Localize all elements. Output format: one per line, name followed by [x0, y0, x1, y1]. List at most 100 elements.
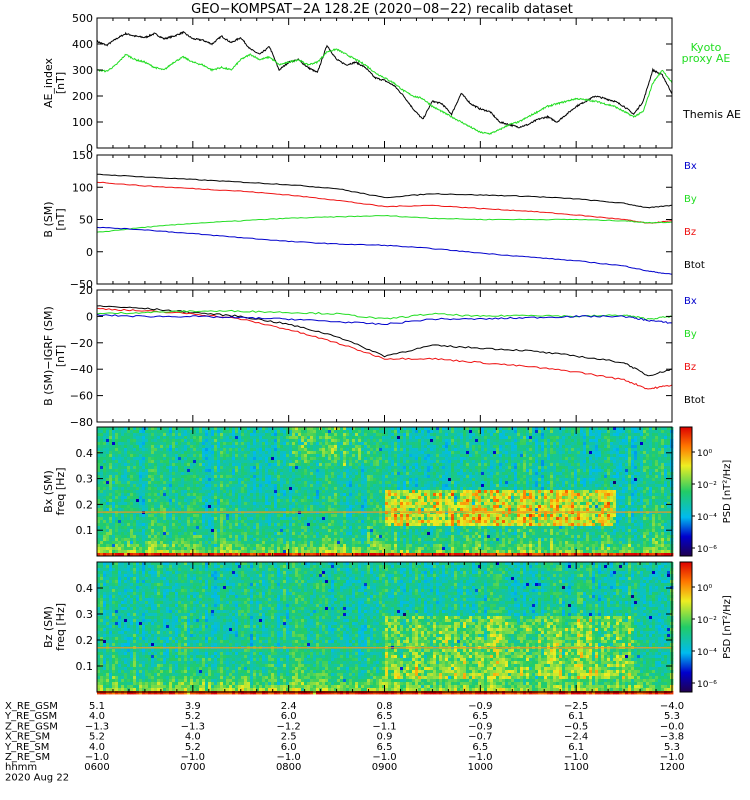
spectrogram-cell: [397, 490, 401, 494]
spectrogram-cell: [157, 505, 161, 509]
spectrogram-cell: [187, 463, 191, 467]
spectrogram-cell: [133, 550, 137, 554]
spectrogram-cell: [280, 484, 284, 488]
spectrogram-cell: [151, 529, 155, 533]
spectrogram-cell: [274, 496, 278, 500]
spectrogram-cell: [142, 496, 146, 500]
spectrogram-cell: [382, 472, 386, 476]
spectrogram-cell: [190, 496, 194, 500]
spectrogram-cell: [160, 484, 164, 488]
spectrogram-cell: [220, 472, 224, 476]
spectrogram-cell: [250, 499, 254, 503]
spectrogram-cell: [316, 484, 320, 488]
spectrogram-cell: [259, 454, 263, 458]
spectrogram-cell: [388, 469, 392, 473]
spectrogram-cell: [289, 451, 293, 455]
spectrogram-cell: [106, 493, 110, 497]
spectrogram-cell: [232, 490, 236, 494]
spectrogram-cell: [274, 457, 278, 461]
spectrogram-cell: [121, 529, 125, 533]
spectrogram-cell: [301, 478, 305, 482]
spectrogram-cell: [181, 526, 185, 530]
spectrogram-cell: [340, 520, 344, 524]
spectrogram-cell: [277, 529, 281, 533]
spectrogram-cell: [334, 520, 338, 524]
spectrogram-cell: [409, 460, 413, 464]
spectrogram-cell: [148, 493, 152, 497]
spectrogram-cell: [238, 508, 242, 512]
spectrogram-cell: [283, 523, 287, 527]
spectrogram-cell: [322, 550, 326, 554]
spectrogram-cell: [169, 463, 173, 467]
spectrogram-cell: [169, 466, 173, 470]
spectrogram-cell: [241, 439, 245, 443]
spectrogram-cell: [382, 532, 386, 536]
spectrogram-cell: [109, 448, 113, 452]
spectrogram-cell: [397, 484, 401, 488]
spectrogram-cell: [265, 454, 269, 458]
spectrogram-cell: [358, 457, 362, 461]
spectrogram-cell: [394, 439, 398, 443]
spectrogram-cell: [394, 436, 398, 440]
spectrogram-cell: [379, 427, 383, 431]
spectrogram-cell: [385, 514, 389, 518]
spectrogram-cell: [205, 502, 209, 506]
spectrogram-cell: [283, 517, 287, 521]
spectrogram-cell: [256, 472, 260, 476]
spectrogram-cell: [271, 433, 275, 437]
spectrogram-cell: [331, 544, 335, 548]
spectrogram-cell: [118, 499, 122, 503]
spectrogram-cell: [142, 487, 146, 491]
spectrogram-cell: [337, 445, 341, 449]
spectrogram-cell: [415, 433, 419, 437]
spectrogram-cell: [421, 499, 425, 503]
spectrogram-cell: [385, 460, 389, 464]
spectrogram-cell: [190, 445, 194, 449]
spectrogram-cell: [127, 487, 131, 491]
spectrogram-cell: [403, 553, 407, 557]
spectrogram-cell: [151, 499, 155, 503]
spectrogram-cell: [262, 553, 266, 557]
spectrogram-cell: [265, 523, 269, 527]
spectrogram-cell: [226, 529, 230, 533]
spectrogram-cell: [175, 475, 179, 479]
spectrogram-cell: [250, 463, 254, 467]
spectrogram-cell: [250, 508, 254, 512]
spectrogram-cell: [241, 523, 245, 527]
spectrogram-cell: [316, 526, 320, 530]
spectrogram-cell: [97, 547, 101, 551]
spectrogram-cell: [352, 463, 356, 467]
spectrogram-cell: [172, 484, 176, 488]
spectrogram-cell: [415, 469, 419, 473]
spectrogram-cell: [148, 508, 152, 512]
spectrogram-cell: [289, 532, 293, 536]
spectrogram-cell: [196, 508, 200, 512]
spectrogram-cell: [172, 529, 176, 533]
spectrogram-cell: [145, 502, 149, 506]
spectrogram-cell: [193, 532, 197, 536]
spectrogram-cell: [181, 457, 185, 461]
spectrogram-cell: [241, 454, 245, 458]
spectrogram-cell: [406, 442, 410, 446]
y-tick-label: 500: [72, 12, 93, 25]
spectrogram-cell: [265, 514, 269, 518]
spectrogram-cell: [355, 514, 359, 518]
spectrogram-cell: [109, 451, 113, 455]
spectrogram-cell: [235, 484, 239, 488]
spectrogram-cell: [127, 445, 131, 449]
spectrogram-cell: [217, 517, 221, 521]
spectrogram-cell: [349, 460, 353, 464]
spectrogram-cell: [115, 547, 119, 551]
spectrogram-cell: [241, 514, 245, 518]
spectrogram-cell: [145, 499, 149, 503]
spectrogram-cell: [301, 532, 305, 536]
spectrogram-cell: [403, 547, 407, 551]
spectrogram-cell: [352, 529, 356, 533]
spectrogram-cell: [232, 484, 236, 488]
spectrogram-cell: [118, 529, 122, 533]
spectrogram-cell: [175, 493, 179, 497]
spectrogram-cell: [316, 460, 320, 464]
spectrogram-cell: [370, 520, 374, 524]
spectrogram-cell: [400, 481, 404, 485]
